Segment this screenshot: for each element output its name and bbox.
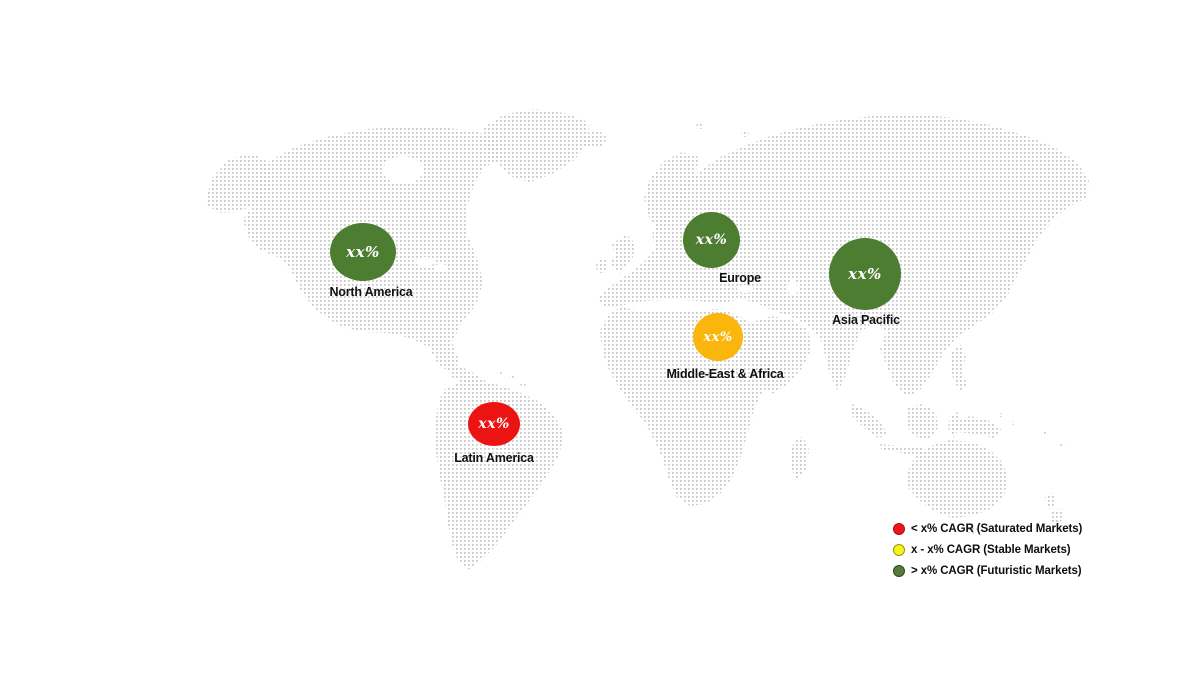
- region-value-asia-pacific: xx%: [848, 265, 882, 283]
- region-value-middle-east-africa: xx%: [703, 329, 733, 345]
- landmass-sumatra: [852, 404, 888, 438]
- landmass-pacific-island: [1042, 430, 1046, 434]
- landmass-kamchatka: [1010, 218, 1028, 252]
- region-value-latin-america: xx%: [478, 416, 510, 432]
- region-bubble-middle-east-africa[interactable]: xx%: [693, 313, 743, 361]
- region-value-north-america: xx%: [346, 243, 380, 261]
- water-great-lakes: [416, 257, 434, 267]
- landmass-ireland: [596, 259, 608, 273]
- legend-dot-red-icon: [893, 522, 905, 535]
- cagr-legend: < x% CAGR (Saturated Markets) x - x% CAG…: [893, 522, 1082, 585]
- legend-label-futuristic: > x% CAGR (Futuristic Markets): [911, 564, 1082, 577]
- legend-item-saturated: < x% CAGR (Saturated Markets): [893, 522, 1082, 535]
- landmass-scandinavia: [644, 152, 699, 231]
- landmass-alaska: [205, 153, 270, 213]
- landmass-tasmania: [967, 526, 977, 534]
- region-label-north-america: North America: [329, 285, 413, 299]
- landmass-iceland: [582, 130, 608, 148]
- landmass-svalbard: [696, 123, 704, 129]
- legend-item-stable: x - x% CAGR (Stable Markets): [893, 543, 1082, 556]
- region-label-europe: Europe: [719, 271, 761, 285]
- landmass-new-zealand-north: [1044, 492, 1056, 510]
- landmass-madagascar: [790, 436, 809, 480]
- landmass-africa: [600, 300, 780, 506]
- region-label-latin-america: Latin America: [454, 451, 534, 465]
- water-great-lakes: [434, 264, 448, 272]
- landmass-australia: [906, 440, 1008, 518]
- legend-label-saturated: < x% CAGR (Saturated Markets): [911, 522, 1083, 535]
- landmass-caribbean: [497, 372, 503, 376]
- region-bubble-north-america[interactable]: xx%: [330, 223, 396, 281]
- landmass-caribbean: [520, 382, 526, 386]
- region-label-middle-east-africa: Middle-East & Africa: [666, 367, 784, 381]
- region-label-asia-pacific: Asia Pacific: [832, 313, 900, 327]
- legend-dot-yellow-icon: [893, 543, 905, 556]
- legend-dot-green-icon: [893, 564, 905, 577]
- legend-item-futuristic: > x% CAGR (Futuristic Markets): [893, 564, 1082, 577]
- landmass-pacific-island: [1059, 444, 1065, 448]
- landmass-greenland: [482, 109, 590, 182]
- region-bubble-europe[interactable]: xx%: [683, 212, 740, 268]
- landmass-borneo: [906, 404, 938, 440]
- region-bubble-latin-america[interactable]: xx%: [468, 402, 520, 446]
- landmass-pacific-island: [997, 413, 1003, 417]
- landmass-south-america: [435, 380, 564, 570]
- landmass-japan: [956, 244, 976, 296]
- water-black-sea: [737, 285, 753, 293]
- water-hudson-bay: [383, 156, 423, 184]
- landmass-united-kingdom: [610, 234, 636, 273]
- landmass-pacific-island: [1012, 421, 1016, 425]
- legend-label-stable: x - x% CAGR (Stable Markets): [911, 543, 1071, 556]
- landmass-new-guinea: [952, 416, 1002, 438]
- landmass-philippines: [950, 344, 968, 392]
- water-mediterranean-sea: [624, 300, 720, 312]
- region-bubble-asia-pacific[interactable]: xx%: [829, 238, 901, 310]
- region-value-europe: xx%: [695, 232, 728, 248]
- landmass-java: [880, 444, 930, 456]
- water-caspian-sea: [788, 280, 798, 296]
- landmass-arctic-island: [741, 131, 749, 137]
- landmass-new-zealand-south: [1050, 508, 1064, 526]
- landmass-caribbean: [509, 376, 515, 380]
